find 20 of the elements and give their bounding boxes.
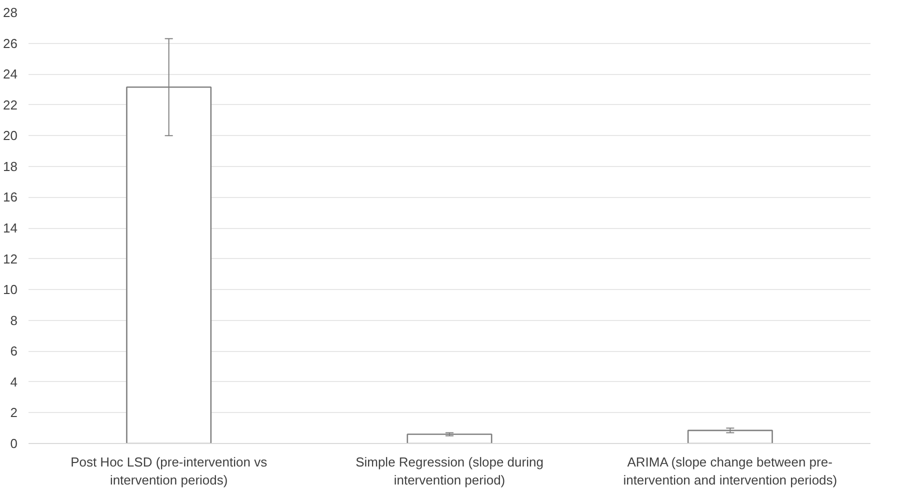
x-tick-label: Post Hoc LSD (pre-intervention vs intervention periods) [70, 454, 268, 488]
y-tick-label: 0 [10, 436, 18, 451]
x-tick-label: ARIMA (slope change between pre-intervention and intervention periods) [623, 454, 838, 488]
y-tick-label: 10 [3, 282, 18, 298]
y-tick-label: 14 [3, 220, 18, 236]
y-tick-label: 4 [10, 374, 18, 390]
y-tick-label: 22 [3, 97, 18, 112]
y-tick-label: 28 [3, 5, 18, 20]
y-tick-label: 24 [3, 66, 18, 82]
bar [406, 434, 492, 444]
y-tick-label: 2 [10, 405, 18, 420]
x-tick-label: Simple Regression (slope during intervention period) [356, 454, 544, 488]
y-tick-label: 12 [3, 251, 18, 266]
y-tick-label: 8 [10, 312, 18, 328]
y-tick-label: 18 [3, 158, 18, 174]
y-tick-label: 20 [3, 128, 18, 144]
y-tick-label: 6 [10, 344, 18, 359]
y-tick-label: 16 [3, 190, 18, 205]
bar [687, 430, 773, 444]
y-tick-label: 26 [3, 36, 18, 51]
